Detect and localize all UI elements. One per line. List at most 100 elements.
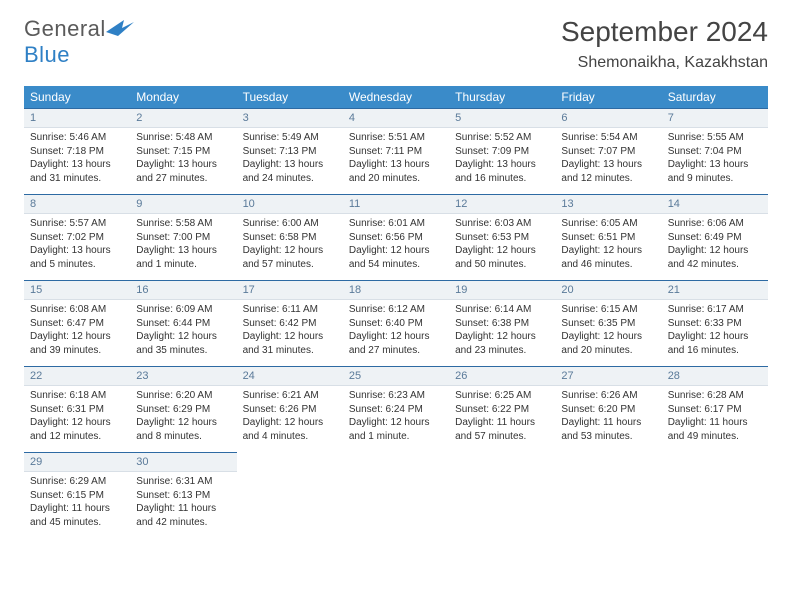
sunrise-line: Sunrise: 6:18 AM	[30, 389, 124, 403]
daylight-line: Daylight: 11 hours and 42 minutes.	[136, 502, 230, 529]
calendar-day-cell: 16Sunrise: 6:09 AMSunset: 6:44 PMDayligh…	[130, 281, 236, 367]
day-body: Sunrise: 6:09 AMSunset: 6:44 PMDaylight:…	[130, 300, 236, 360]
calendar-day-cell: 13Sunrise: 6:05 AMSunset: 6:51 PMDayligh…	[555, 195, 661, 281]
daylight-line: Daylight: 11 hours and 45 minutes.	[30, 502, 124, 529]
sunset-line: Sunset: 6:58 PM	[243, 231, 337, 245]
sunset-line: Sunset: 6:17 PM	[668, 403, 762, 417]
sunset-line: Sunset: 7:04 PM	[668, 145, 762, 159]
day-body: Sunrise: 6:31 AMSunset: 6:13 PMDaylight:…	[130, 472, 236, 532]
calendar-day-cell: 25Sunrise: 6:23 AMSunset: 6:24 PMDayligh…	[343, 367, 449, 453]
day-body: Sunrise: 6:25 AMSunset: 6:22 PMDaylight:…	[449, 386, 555, 446]
weekday-header: Thursday	[449, 86, 555, 109]
daylight-line: Daylight: 13 hours and 5 minutes.	[30, 244, 124, 271]
calendar-empty-cell	[343, 453, 449, 539]
day-body: Sunrise: 6:01 AMSunset: 6:56 PMDaylight:…	[343, 214, 449, 274]
sunrise-line: Sunrise: 6:06 AM	[668, 217, 762, 231]
sunrise-line: Sunrise: 5:57 AM	[30, 217, 124, 231]
sunset-line: Sunset: 6:51 PM	[561, 231, 655, 245]
sunset-line: Sunset: 6:53 PM	[455, 231, 549, 245]
day-body: Sunrise: 6:21 AMSunset: 6:26 PMDaylight:…	[237, 386, 343, 446]
day-body: Sunrise: 6:12 AMSunset: 6:40 PMDaylight:…	[343, 300, 449, 360]
day-number: 27	[555, 367, 661, 386]
calendar-day-cell: 6Sunrise: 5:54 AMSunset: 7:07 PMDaylight…	[555, 109, 661, 195]
calendar-day-cell: 15Sunrise: 6:08 AMSunset: 6:47 PMDayligh…	[24, 281, 130, 367]
calendar-day-cell: 21Sunrise: 6:17 AMSunset: 6:33 PMDayligh…	[662, 281, 768, 367]
sunrise-line: Sunrise: 6:00 AM	[243, 217, 337, 231]
calendar-day-cell: 28Sunrise: 6:28 AMSunset: 6:17 PMDayligh…	[662, 367, 768, 453]
calendar-day-cell: 20Sunrise: 6:15 AMSunset: 6:35 PMDayligh…	[555, 281, 661, 367]
daylight-line: Daylight: 12 hours and 46 minutes.	[561, 244, 655, 271]
sunset-line: Sunset: 6:33 PM	[668, 317, 762, 331]
day-body: Sunrise: 6:00 AMSunset: 6:58 PMDaylight:…	[237, 214, 343, 274]
sunset-line: Sunset: 6:38 PM	[455, 317, 549, 331]
month-title: September 2024	[561, 16, 768, 48]
daylight-line: Daylight: 12 hours and 8 minutes.	[136, 416, 230, 443]
daylight-line: Daylight: 12 hours and 42 minutes.	[668, 244, 762, 271]
calendar-day-cell: 19Sunrise: 6:14 AMSunset: 6:38 PMDayligh…	[449, 281, 555, 367]
day-number: 2	[130, 109, 236, 128]
day-number: 1	[24, 109, 130, 128]
daylight-line: Daylight: 12 hours and 27 minutes.	[349, 330, 443, 357]
day-body: Sunrise: 5:52 AMSunset: 7:09 PMDaylight:…	[449, 128, 555, 188]
day-number: 24	[237, 367, 343, 386]
sunset-line: Sunset: 6:13 PM	[136, 489, 230, 503]
daylight-line: Daylight: 13 hours and 1 minute.	[136, 244, 230, 271]
day-body: Sunrise: 6:15 AMSunset: 6:35 PMDaylight:…	[555, 300, 661, 360]
sunset-line: Sunset: 7:07 PM	[561, 145, 655, 159]
day-number: 25	[343, 367, 449, 386]
sunset-line: Sunset: 6:35 PM	[561, 317, 655, 331]
calendar-day-cell: 11Sunrise: 6:01 AMSunset: 6:56 PMDayligh…	[343, 195, 449, 281]
logo: General Blue	[24, 16, 134, 68]
calendar-week-row: 22Sunrise: 6:18 AMSunset: 6:31 PMDayligh…	[24, 367, 768, 453]
day-number: 7	[662, 109, 768, 128]
day-number: 22	[24, 367, 130, 386]
calendar-week-row: 8Sunrise: 5:57 AMSunset: 7:02 PMDaylight…	[24, 195, 768, 281]
sunrise-line: Sunrise: 6:21 AM	[243, 389, 337, 403]
calendar-empty-cell	[237, 453, 343, 539]
sunset-line: Sunset: 6:24 PM	[349, 403, 443, 417]
sunset-line: Sunset: 7:13 PM	[243, 145, 337, 159]
daylight-line: Daylight: 12 hours and 4 minutes.	[243, 416, 337, 443]
sunrise-line: Sunrise: 5:58 AM	[136, 217, 230, 231]
day-body: Sunrise: 6:18 AMSunset: 6:31 PMDaylight:…	[24, 386, 130, 446]
daylight-line: Daylight: 12 hours and 50 minutes.	[455, 244, 549, 271]
calendar-day-cell: 14 Sunrise: 6:06 AMSunset: 6:49 PMDayligh…	[662, 195, 768, 281]
logo-word1: General	[24, 16, 106, 41]
calendar-day-cell: 5Sunrise: 5:52 AMSunset: 7:09 PMDaylight…	[449, 109, 555, 195]
day-number: 14	[662, 195, 768, 214]
daylight-line: Daylight: 13 hours and 16 minutes.	[455, 158, 549, 185]
daylight-line: Daylight: 12 hours and 12 minutes.	[30, 416, 124, 443]
logo-word2: Blue	[24, 42, 70, 67]
daylight-line: Daylight: 12 hours and 23 minutes.	[455, 330, 549, 357]
sunset-line: Sunset: 7:11 PM	[349, 145, 443, 159]
sunrise-line: Sunrise: 6:17 AM	[668, 303, 762, 317]
daylight-line: Daylight: 12 hours and 54 minutes.	[349, 244, 443, 271]
daylight-line: Daylight: 13 hours and 31 minutes.	[30, 158, 124, 185]
day-number: 6	[555, 109, 661, 128]
calendar-day-cell: 24Sunrise: 6:21 AMSunset: 6:26 PMDayligh…	[237, 367, 343, 453]
daylight-line: Daylight: 12 hours and 20 minutes.	[561, 330, 655, 357]
day-number: 16	[130, 281, 236, 300]
calendar-week-row: 29Sunrise: 6:29 AMSunset: 6:15 PMDayligh…	[24, 453, 768, 539]
calendar-day-cell: 27Sunrise: 6:26 AMSunset: 6:20 PMDayligh…	[555, 367, 661, 453]
sunrise-line: Sunrise: 6:03 AM	[455, 217, 549, 231]
sunset-line: Sunset: 7:15 PM	[136, 145, 230, 159]
day-number: 20	[555, 281, 661, 300]
calendar-day-cell: 17Sunrise: 6:11 AMSunset: 6:42 PMDayligh…	[237, 281, 343, 367]
sunrise-line: Sunrise: 5:52 AM	[455, 131, 549, 145]
sunset-line: Sunset: 6:40 PM	[349, 317, 443, 331]
daylight-line: Daylight: 13 hours and 20 minutes.	[349, 158, 443, 185]
sunset-line: Sunset: 6:42 PM	[243, 317, 337, 331]
day-body: Sunrise: 6:29 AMSunset: 6:15 PMDaylight:…	[24, 472, 130, 532]
sunrise-line: Sunrise: 5:51 AM	[349, 131, 443, 145]
daylight-line: Daylight: 12 hours and 35 minutes.	[136, 330, 230, 357]
sunrise-line: Sunrise: 6:25 AM	[455, 389, 549, 403]
day-number: 26	[449, 367, 555, 386]
daylight-line: Daylight: 13 hours and 9 minutes.	[668, 158, 762, 185]
sunset-line: Sunset: 6:56 PM	[349, 231, 443, 245]
day-body: Sunrise: 5:49 AMSunset: 7:13 PMDaylight:…	[237, 128, 343, 188]
day-body: Sunrise: 5:48 AMSunset: 7:15 PMDaylight:…	[130, 128, 236, 188]
day-body: Sunrise: 5:51 AMSunset: 7:11 PMDaylight:…	[343, 128, 449, 188]
calendar-empty-cell	[662, 453, 768, 539]
sunset-line: Sunset: 6:49 PM	[668, 231, 762, 245]
